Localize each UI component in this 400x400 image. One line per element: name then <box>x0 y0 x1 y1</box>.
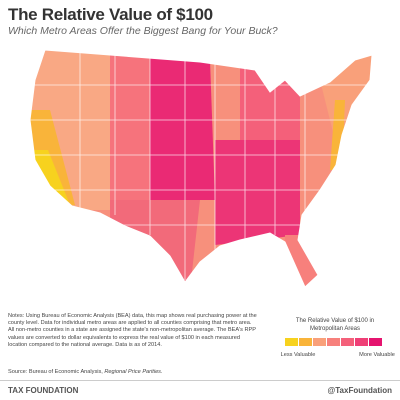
notes: Notes: Using Bureau of Economic Analysis… <box>8 313 257 348</box>
legend-swatch <box>299 338 312 346</box>
us-outline <box>29 49 373 288</box>
title: The Relative Value of $100 <box>8 5 213 24</box>
source-prefix: Source: Bureau of Economic Analysis, <box>8 369 105 375</box>
footer-line <box>0 380 400 381</box>
legend-title: The Relative Value of $100 in Metropolit… <box>295 318 375 332</box>
legend-high: More Valuable <box>359 352 395 358</box>
legend-swatch <box>285 338 298 346</box>
subtitle: Which Metro Areas Offer the Biggest Bang… <box>8 25 278 37</box>
source-publication: Regional Price Parities. <box>104 369 163 375</box>
legend-swatches <box>285 338 382 346</box>
handle: @TaxFoundation <box>327 386 392 395</box>
us-map <box>29 49 373 288</box>
legend-swatch <box>355 338 368 346</box>
legend-swatch <box>327 338 340 346</box>
legend-swatch <box>341 338 354 346</box>
legend-swatch <box>369 338 382 346</box>
legend-swatch <box>313 338 326 346</box>
map-regions <box>30 50 372 287</box>
legend-low: Less Valuable <box>280 352 316 358</box>
source: Source: Bureau of Economic Analysis, Reg… <box>8 369 163 375</box>
brand: TAX FOUNDATION <box>8 386 79 395</box>
